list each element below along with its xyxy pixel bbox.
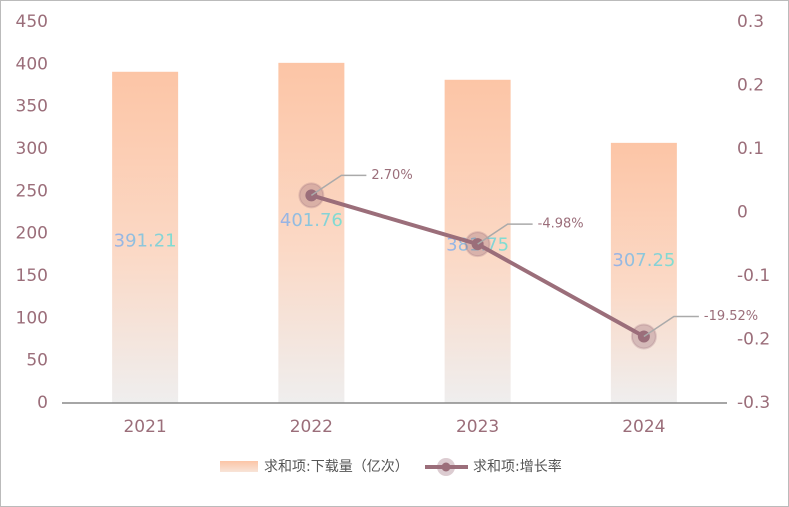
y-tick-label: 100: [16, 308, 48, 328]
y2-tick-label: 0: [737, 203, 748, 223]
x-tick-label: 2021: [123, 417, 166, 437]
y2-tick-label: 0.2: [737, 76, 764, 96]
y-tick-label: 450: [16, 12, 48, 32]
y2-tick-label: 0.1: [737, 139, 764, 159]
y2-tick-label: -0.2: [737, 330, 770, 350]
y-tick-label: 50: [26, 351, 48, 371]
line-value-label: -19.52%: [704, 309, 758, 324]
y-tick-label: 0: [37, 393, 48, 413]
y-tick-label: 400: [16, 54, 48, 74]
legend-label: 求和项:下载量（亿次）: [264, 459, 409, 475]
legend-swatch: [220, 461, 258, 472]
y-tick-label: 250: [16, 181, 48, 201]
x-tick-label: 2023: [456, 417, 499, 437]
line-value-label: 2.70%: [371, 168, 412, 183]
x-tick-label: 2024: [622, 417, 665, 437]
legend-marker: [441, 462, 451, 472]
line-value-label: -4.98%: [538, 217, 584, 232]
y-tick-label: 200: [16, 224, 48, 244]
bar: [112, 71, 179, 403]
leader-line: [477, 223, 533, 245]
leader-line: [310, 174, 367, 196]
legend-label: 求和项:增长率: [473, 458, 562, 475]
x-tick-label: 2022: [290, 417, 333, 437]
bar-value-label: 401.76: [280, 210, 343, 231]
leader-line: [643, 315, 699, 338]
y-tick-label: 350: [16, 97, 48, 117]
y2-tick-label: -0.1: [737, 266, 770, 286]
y2-tick-label: 0.3: [737, 12, 764, 32]
bar-value-label: 307.25: [612, 250, 675, 271]
bar: [278, 62, 345, 403]
y-tick-label: 150: [16, 266, 48, 286]
bar-value-label: 391.21: [114, 230, 177, 251]
y2-tick-label: -0.3: [737, 393, 770, 413]
bar: [610, 142, 677, 403]
y-tick-label: 300: [16, 139, 48, 159]
